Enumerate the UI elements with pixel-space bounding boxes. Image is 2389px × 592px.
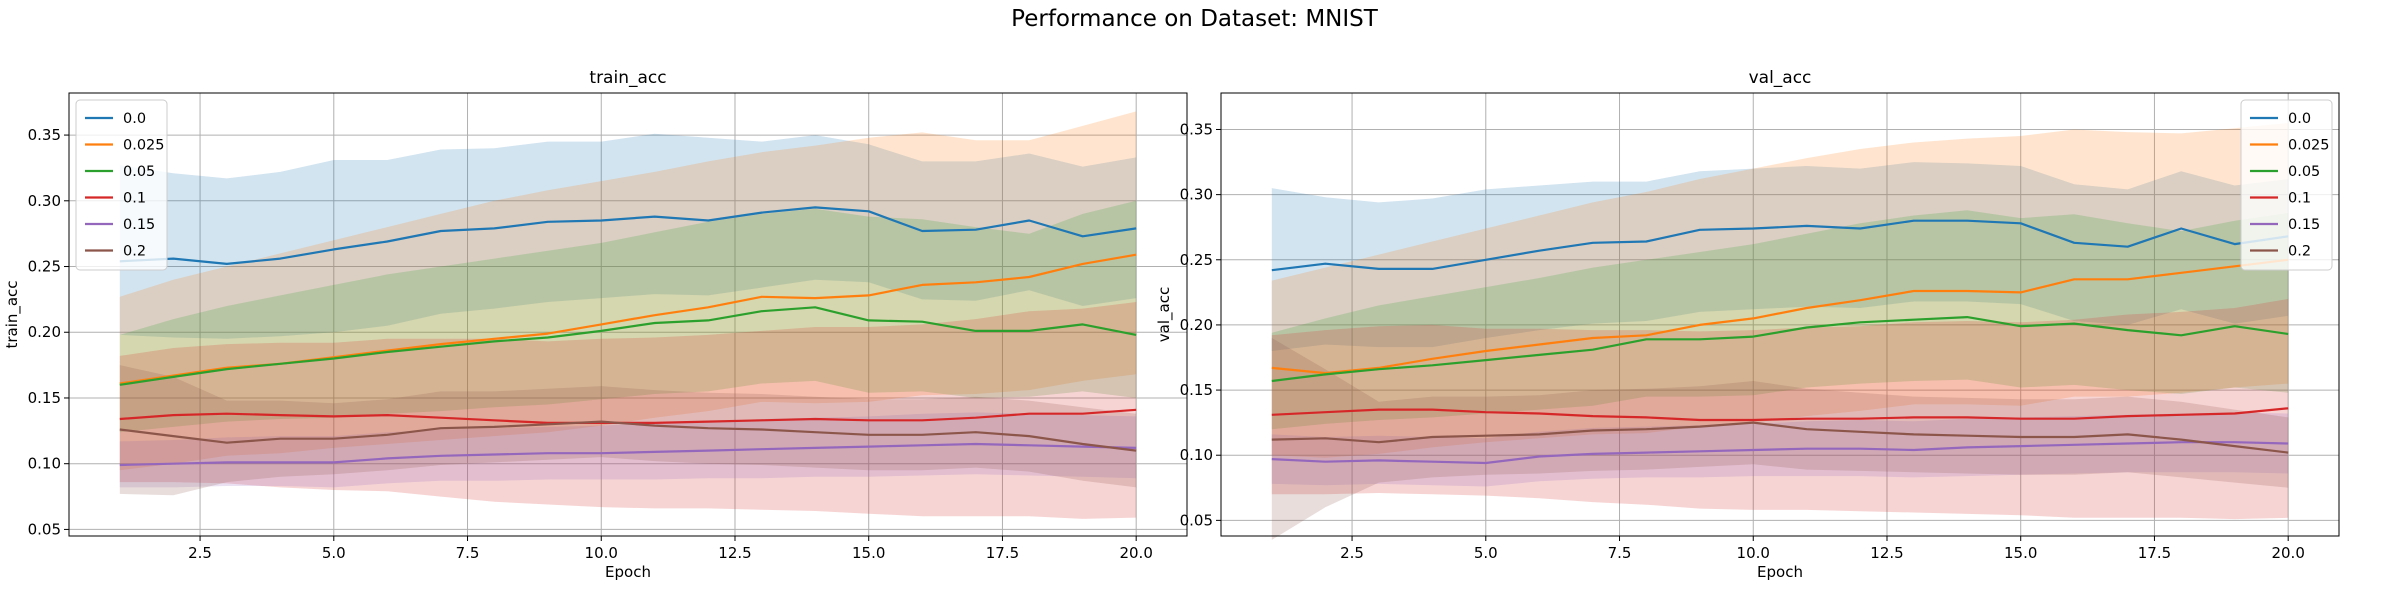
train-acc-y-tick-label: 0.10 [28, 455, 61, 473]
val-acc-y-tick-label: 0.20 [1180, 316, 1213, 334]
train-acc-legend-label: 0.15 [123, 217, 155, 233]
val-acc-legend-label: 0.025 [2288, 138, 2330, 154]
val-acc-band-0_2 [1271, 338, 2289, 540]
train-acc-band-0_05 [119, 200, 1137, 433]
val-acc-axes-frame [1220, 92, 2340, 537]
val-acc-x-tick-label: 2.5 [1340, 544, 1364, 562]
val-acc-y-tick-label: 0.05 [1180, 511, 1213, 529]
train-acc-confidence-bands [119, 111, 1137, 519]
val-acc-x-tick-label: 12.5 [1870, 544, 1903, 562]
train-acc-legend-label: 0.025 [123, 138, 165, 154]
val-acc-line-0_2 [1271, 421, 2289, 454]
val-acc-band-0_025 [1271, 123, 2289, 458]
val-acc-title: val_acc [1749, 68, 1812, 88]
val-acc-x-tick-label: 10.0 [1737, 544, 1770, 562]
train-acc-y-tick-label: 0.30 [28, 192, 61, 210]
val-acc-y-tick-label: 0.10 [1180, 446, 1213, 464]
train-acc-x-tick-label: 17.5 [986, 544, 1019, 562]
val-acc-series-lines [1271, 219, 2289, 465]
val-acc-legend-label: 0.1 [2288, 191, 2311, 207]
train-acc-line-0_0 [119, 206, 1137, 265]
val-acc-x-tick-label: 15.0 [2004, 544, 2037, 562]
val-acc-line-0_05 [1271, 316, 2289, 383]
val-acc-x-tick-label: 5.0 [1474, 544, 1498, 562]
train-acc-title: train_acc [589, 68, 666, 88]
train-acc-axes-frame [68, 92, 1188, 537]
val-acc-legend-label: 0.0 [2288, 111, 2311, 127]
val-acc-y-tick-label: 0.25 [1180, 251, 1213, 269]
train-acc-y-tick-label: 0.05 [28, 520, 61, 538]
val-acc-line-0_15 [1271, 441, 2289, 465]
train-acc-x-tick-label: 20.0 [1119, 544, 1152, 562]
val-acc-band-0_05 [1271, 210, 2289, 430]
val-acc-x-tick-label: 20.0 [2271, 544, 2304, 562]
train-acc-band-0_2 [119, 365, 1137, 496]
train-acc-x-tick-label: 10.0 [585, 544, 618, 562]
val-acc-band-0_1 [1271, 298, 2289, 520]
train-acc-y-tick-label: 0.20 [28, 323, 61, 341]
val-acc-y-tick-label: 0.35 [1180, 120, 1213, 138]
train-acc-band-0_15 [119, 412, 1137, 488]
train-acc-line-0_2 [119, 420, 1137, 452]
val-acc-confidence-bands [1271, 123, 2289, 540]
val-acc-y-axis-label: val_acc [1155, 287, 1174, 342]
train-acc-legend-label: 0.0 [123, 111, 146, 127]
train-acc-band-0_1 [119, 302, 1137, 519]
val-acc-legend-label: 0.15 [2288, 217, 2320, 233]
train-acc-x-axis-label: Epoch [605, 563, 651, 581]
train-acc-y-tick-label: 0.15 [28, 389, 61, 407]
train-acc-legend-label: 0.05 [123, 164, 155, 180]
train-acc-line-0_05 [119, 306, 1137, 386]
val-acc-y-tick-label: 0.15 [1180, 381, 1213, 399]
val-acc-y-tick-label: 0.30 [1180, 186, 1213, 204]
train-acc-band-0_025 [119, 111, 1137, 471]
train-acc-plot: train_acc Epoch train_acc 2.5 5.0 7.5 10.0 1… [3, 68, 1188, 581]
val-acc-band-0_0 [1271, 162, 2289, 351]
train-acc-legend-label: 0.1 [123, 191, 146, 207]
train-acc-x-tick-label: 5.0 [322, 544, 346, 562]
val-acc-legend-box [2240, 99, 2333, 271]
val-acc-line-0_1 [1271, 407, 2289, 422]
train-acc-x-tick-label: 2.5 [188, 544, 212, 562]
train-acc-y-tick-label: 0.25 [28, 258, 61, 276]
train-acc-x-tick-label: 12.5 [718, 544, 751, 562]
train-acc-band-0_0 [119, 133, 1137, 339]
train-acc-x-tick-label: 15.0 [852, 544, 885, 562]
val-acc-legend-label: 0.2 [2288, 244, 2311, 260]
train-acc-legend: 0.0 0.025 0.05 0.1 0.15 0.2 [75, 99, 168, 271]
val-acc-x-tick-label: 7.5 [1608, 544, 1632, 562]
val-acc-legend-label: 0.05 [2288, 164, 2320, 180]
train-acc-line-0_15 [119, 442, 1137, 467]
train-acc-x-tick-label: 7.5 [456, 544, 480, 562]
val-acc-plot: val_acc Epoch val_acc 2.5 5.0 7.5 10.0 12.5 1… [1155, 68, 2340, 581]
figure-title: Performance on Dataset: MNIST [1011, 6, 1379, 32]
val-acc-x-axis-label: Epoch [1757, 563, 1803, 581]
val-acc-x-tick-label: 17.5 [2138, 544, 2171, 562]
train-acc-grid [64, 93, 1187, 541]
val-acc-line-0_0 [1271, 219, 2289, 272]
train-acc-y-axis-label: train_acc [3, 280, 22, 348]
train-acc-y-tick-label: 0.35 [28, 126, 61, 144]
train-acc-series-lines [119, 206, 1137, 467]
train-acc-legend-label: 0.2 [123, 244, 146, 260]
train-acc-legend-box [75, 99, 168, 271]
val-acc-line-0_025 [1271, 258, 2289, 375]
val-acc-legend: 0.0 0.025 0.05 0.1 0.15 0.2 [2240, 99, 2333, 271]
